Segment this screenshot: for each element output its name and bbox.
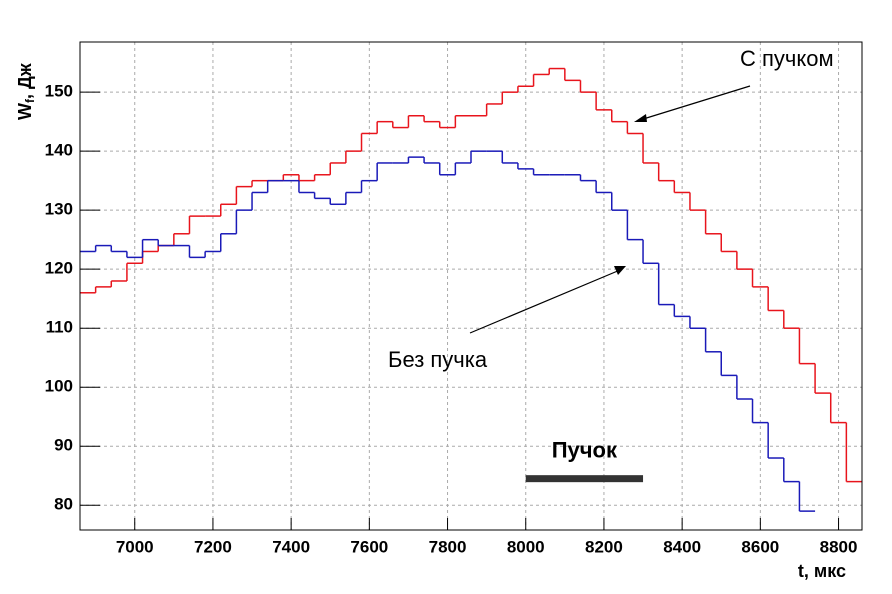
- frame: [79, 41, 863, 531]
- x-tick-label: 8000: [507, 537, 545, 556]
- beam-bar: [525, 475, 644, 483]
- y-tick-label: 100: [45, 377, 73, 396]
- x-axis-label: t, мкс: [798, 561, 846, 581]
- x-tick-label: 7400: [272, 537, 310, 556]
- legend-label: Без пучка: [388, 347, 488, 372]
- arrow-head: [614, 266, 626, 275]
- x-tick-label: 8600: [741, 537, 779, 556]
- y-tick-label: 120: [45, 259, 73, 278]
- beam-label: Пучок: [552, 437, 618, 462]
- y-tick-label: 90: [54, 436, 73, 455]
- y-label-sub: f: [23, 98, 37, 103]
- y-tick-label: 80: [54, 495, 73, 514]
- arrow-head: [634, 114, 647, 122]
- x-tick-label: 7000: [116, 537, 154, 556]
- x-tick-label: 8800: [820, 537, 858, 556]
- plot-area: [80, 67, 862, 512]
- y-tick-label: 130: [45, 200, 73, 219]
- y-tick-label: 140: [45, 141, 73, 160]
- x-tick-label: 8400: [663, 537, 701, 556]
- legend-label: С пучком: [740, 46, 834, 71]
- y-label-main: W: [15, 103, 35, 120]
- y-label-rest: , Дж: [15, 63, 35, 99]
- annotation-arrow: [639, 85, 751, 121]
- annotation-arrow: [469, 269, 621, 334]
- y-tick-label: 150: [45, 82, 73, 101]
- x-tick-label: 7800: [429, 537, 467, 556]
- x-tick-label: 7600: [350, 537, 388, 556]
- x-tick-label: 7200: [194, 537, 232, 556]
- y-axis-label: Wf, Дж: [15, 63, 37, 120]
- x-tick-label: 8200: [585, 537, 623, 556]
- y-tick-label: 110: [46, 318, 73, 337]
